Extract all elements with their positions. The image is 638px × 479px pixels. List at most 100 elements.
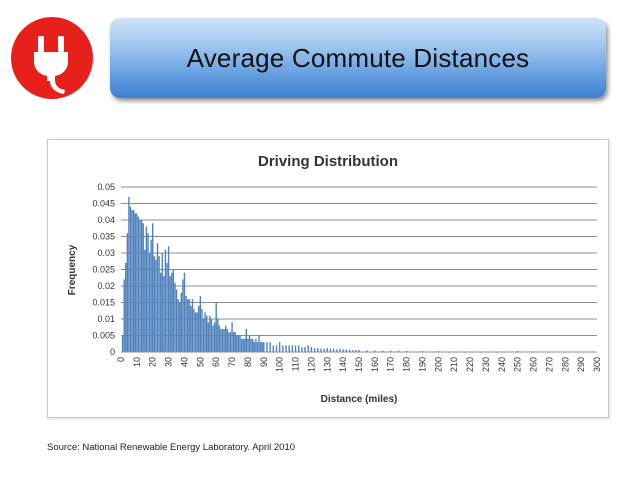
y-axis-label: Frequency [67,244,78,295]
chart-svg: Driving Distribution 0 0.005 0.01 0.015 0.02 0… [67,153,602,405]
y-tick-label: 0.035 [92,232,115,242]
bar [212,325,214,352]
bar [304,347,306,352]
bar [137,216,140,352]
x-tick-label: 130 [322,357,332,372]
bar [242,338,244,352]
x-tick-label: 230 [481,357,491,372]
bar [366,350,368,352]
bar [144,249,146,352]
bar [261,342,263,352]
bar [196,312,198,352]
bar [259,342,262,352]
x-tick-label: 150 [354,357,364,372]
bar [175,289,178,352]
y-tick-label: 0.005 [92,331,115,341]
x-tick-label: 240 [497,357,507,372]
x-tick-label: 190 [417,357,427,372]
x-tick-label: 0 [116,357,126,362]
bar [269,342,271,352]
bar [185,295,187,352]
x-tick-label: 270 [544,357,554,372]
bar [225,325,227,352]
bar [132,210,135,352]
bar [169,276,171,352]
bar [310,347,313,352]
bar [358,350,360,352]
bar [147,233,149,352]
y-tick-label: 0 [110,347,115,357]
bar [221,328,224,352]
bar [272,345,275,352]
bar [374,350,376,352]
bar [209,315,211,352]
bar [161,253,163,352]
bar [236,335,238,352]
bar [332,348,335,352]
bar [183,272,186,352]
bar [247,338,249,352]
x-tick-label: 140 [338,357,348,372]
bar [174,282,176,352]
bar [226,328,229,352]
y-tick-label: 0.03 [97,248,115,258]
y-tick-label: 0.05 [97,182,115,192]
bar [167,246,170,352]
x-tick-label: 260 [529,357,539,372]
bar [125,262,127,352]
bar [188,299,190,352]
bar [228,332,230,352]
x-tick-label: 200 [433,357,443,372]
bar [263,342,265,352]
bar [153,256,156,352]
bar [291,345,294,352]
bar [301,347,303,352]
bar [294,345,297,352]
bar [313,348,316,352]
bar [152,223,154,352]
bar [193,309,195,352]
bar [210,319,213,352]
x-tick-label: 220 [465,357,475,372]
bar [186,299,189,352]
bar [123,279,125,352]
x-tick-label: 70 [227,357,237,367]
bar [140,220,143,352]
bar [307,345,309,352]
bar [244,338,246,352]
bar [234,332,236,352]
slide-title: Average Commute Distances [186,42,530,73]
bar [232,332,235,352]
bar [190,305,192,352]
bar [345,349,348,352]
bar [134,213,136,352]
x-tick-label: 80 [243,357,253,367]
bar [179,302,181,352]
bar [172,269,175,352]
bar [164,249,167,352]
bar [223,328,225,352]
bar [142,223,144,352]
x-tick-label: 110 [291,357,301,371]
bar [326,348,328,352]
bar [266,342,268,352]
bar [229,332,232,352]
bar [218,325,221,352]
bar [397,350,400,352]
bar [136,213,138,352]
source-note: Source: National Renewable Energy Labora… [47,442,296,453]
bar [182,279,184,352]
bar [128,196,130,352]
bar [275,345,278,352]
x-axis-label: Distance (miles) [321,394,398,405]
x-tick-label: 20 [148,357,158,367]
bar [150,239,152,352]
y-tick-label: 0.02 [97,281,115,291]
bar [199,295,202,352]
bar [159,272,162,352]
bar [250,338,252,352]
x-tick-label: 30 [164,357,174,367]
bar [163,276,165,352]
bar [255,338,257,352]
bar [194,312,197,352]
